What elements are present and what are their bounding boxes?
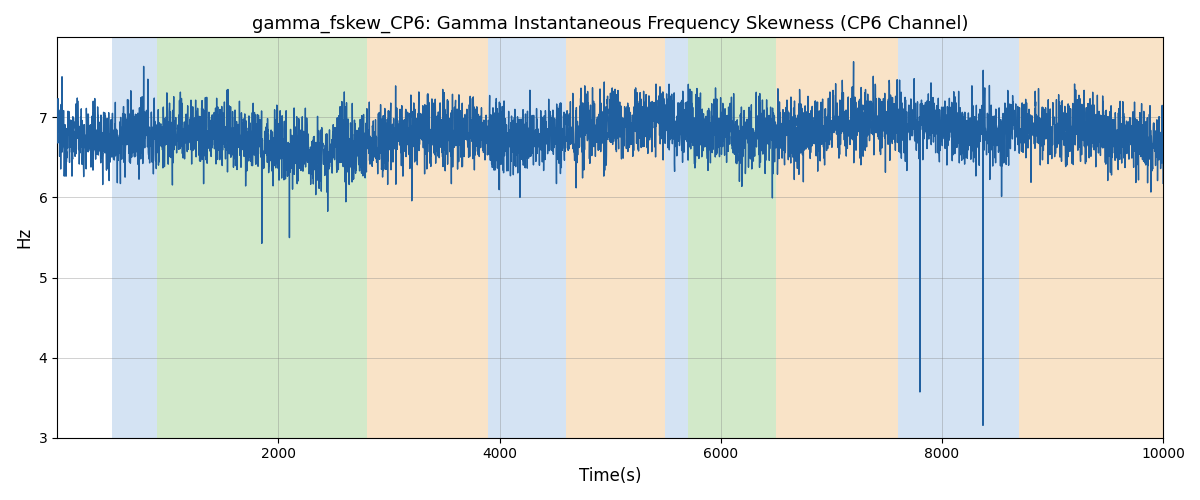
- Bar: [776, 38, 898, 438]
- X-axis label: Time(s): Time(s): [578, 467, 641, 485]
- Bar: [367, 38, 488, 438]
- Bar: [666, 38, 688, 438]
- Bar: [566, 38, 666, 438]
- Bar: [898, 38, 1019, 438]
- Bar: [113, 38, 157, 438]
- Bar: [1019, 38, 1163, 438]
- Bar: [488, 38, 566, 438]
- Bar: [688, 38, 776, 438]
- Title: gamma_fskew_CP6: Gamma Instantaneous Frequency Skewness (CP6 Channel): gamma_fskew_CP6: Gamma Instantaneous Fre…: [252, 15, 968, 34]
- Y-axis label: Hz: Hz: [16, 227, 34, 248]
- Bar: [157, 38, 367, 438]
